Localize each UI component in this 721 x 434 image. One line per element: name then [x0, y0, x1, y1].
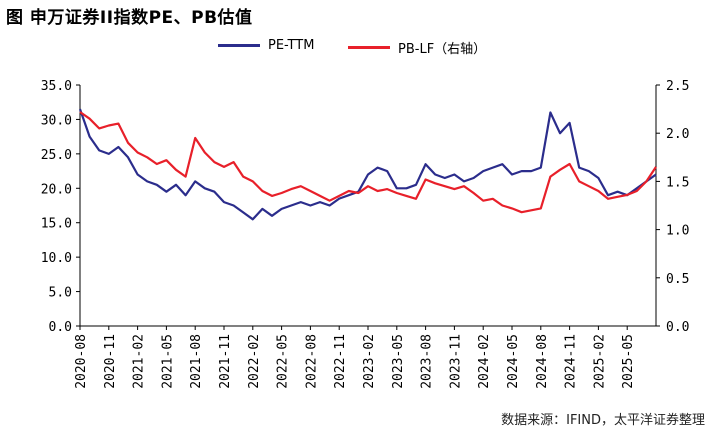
legend-swatch-pe — [218, 44, 260, 47]
y-left-tick-label: 10.0 — [41, 251, 72, 266]
x-tick-label: 2021-08 — [189, 334, 204, 389]
legend-label-pe: PE-TTM — [268, 38, 315, 53]
x-tick-label: 2024-05 — [506, 334, 521, 389]
y-right-tick-label: 0.5 — [666, 272, 689, 287]
chart-title: 图 申万证券II指数PE、PB估值 — [6, 8, 253, 28]
y-right-tick-label: 0.0 — [666, 320, 689, 335]
x-tick-label: 2021-02 — [132, 334, 147, 389]
x-tick-label: 2022-11 — [333, 334, 348, 389]
x-tick-label: 2025-02 — [592, 334, 607, 389]
y-right-tick-label: 2.5 — [666, 79, 689, 94]
y-left-tick-label: 0.0 — [49, 320, 72, 335]
legend-item-pe: PE-TTM — [218, 38, 314, 53]
x-tick-label: 2022-08 — [304, 334, 319, 389]
legend-swatch-pb — [348, 46, 390, 49]
y-left-tick-label: 20.0 — [41, 182, 72, 197]
x-tick-label: 2024-08 — [535, 334, 550, 389]
y-left-tick-label: 15.0 — [41, 217, 72, 232]
x-tick-label: 2021-11 — [218, 334, 233, 389]
y-left-tick-label: 5.0 — [49, 286, 72, 301]
series-line-pe-ttm — [78, 108, 657, 221]
x-tick-label: 2024-02 — [477, 334, 492, 389]
x-tick-label: 2023-08 — [420, 334, 435, 389]
x-tick-label: 2022-05 — [276, 334, 291, 389]
y-left-tick-label: 35.0 — [41, 79, 72, 94]
x-tick-label: 2021-05 — [160, 334, 175, 389]
y-left-tick-label: 30.0 — [41, 113, 72, 128]
x-tick-label: 2022-02 — [247, 334, 262, 389]
source-note: 数据来源：IFIND，太平洋证券整理 — [501, 413, 705, 428]
chart-legend: PE-TTM PB-LF（右轴） — [0, 38, 721, 58]
legend-label-pb: PB-LF（右轴） — [398, 42, 487, 57]
x-tick-label: 2023-05 — [391, 334, 406, 389]
x-tick-label: 2024-11 — [564, 334, 579, 389]
series-line-pb-lf — [79, 111, 657, 214]
y-right-tick-label: 2.0 — [666, 127, 689, 142]
y-right-tick-label: 1.0 — [666, 224, 689, 239]
y-right-tick-label: 1.5 — [666, 175, 689, 190]
x-tick-label: 2020-11 — [103, 334, 118, 389]
x-tick-label: 2023-11 — [448, 334, 463, 389]
x-tick-label: 2025-05 — [621, 334, 636, 389]
x-tick-label: 2020-08 — [74, 334, 89, 389]
y-left-tick-label: 25.0 — [41, 148, 72, 163]
x-tick-label: 2023-02 — [362, 334, 377, 389]
legend-item-pb: PB-LF（右轴） — [348, 38, 486, 57]
